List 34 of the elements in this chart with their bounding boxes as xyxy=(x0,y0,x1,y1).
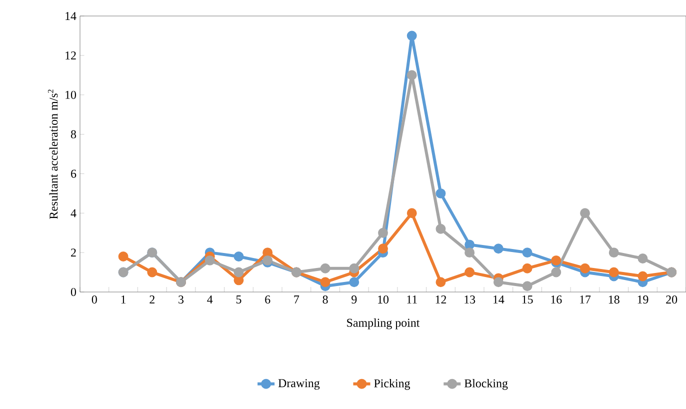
legend-label: Drawing xyxy=(278,379,320,390)
y-tick-label: 10 xyxy=(66,90,76,99)
y-tick-label: 12 xyxy=(66,51,76,60)
x-tick-label: 12 xyxy=(436,296,446,304)
x-tick-label: 7 xyxy=(294,296,300,304)
legend-label: Blocking xyxy=(464,378,508,390)
x-tick-label: 14 xyxy=(494,296,504,304)
x-tick-label: 8 xyxy=(322,296,328,304)
x-tick-label: 10 xyxy=(378,296,389,304)
x-tick-label: 17 xyxy=(580,296,591,304)
x-tick-label: 13 xyxy=(464,296,476,304)
legend-label: Picking xyxy=(374,378,410,390)
x-tick-label: 3 xyxy=(178,296,184,304)
x-tick-label: 11 xyxy=(407,296,417,304)
x-tick-label: 19 xyxy=(638,296,648,304)
y-tick-label: 6 xyxy=(71,170,76,178)
y-tick-label: 2 xyxy=(71,248,76,257)
x-tick-label: 9 xyxy=(352,296,357,304)
x-tick-label: 15 xyxy=(522,296,533,304)
x-tick-label: 6 xyxy=(265,296,270,304)
x-tick-label: 2 xyxy=(150,296,154,304)
y-tick-label: 14 xyxy=(66,12,76,20)
y-tick-label: 0 xyxy=(70,288,76,296)
y-tick-label: 8 xyxy=(70,130,76,138)
x-tick-label: 0 xyxy=(92,296,97,304)
x-tick-label: 16 xyxy=(551,296,562,304)
x-axis-title: Sampling point xyxy=(347,318,420,330)
x-tick-label: 20 xyxy=(666,296,678,304)
x-tick-label: 4 xyxy=(207,296,213,304)
x-tick-label: 5 xyxy=(236,296,242,304)
y-axis-title: Resultant acceleration m/s$^{2}$ xyxy=(48,90,58,219)
x-tick-label: 18 xyxy=(608,296,620,304)
x-tick-label: 1 xyxy=(121,296,126,304)
y-tick-label: 4 xyxy=(70,209,76,218)
